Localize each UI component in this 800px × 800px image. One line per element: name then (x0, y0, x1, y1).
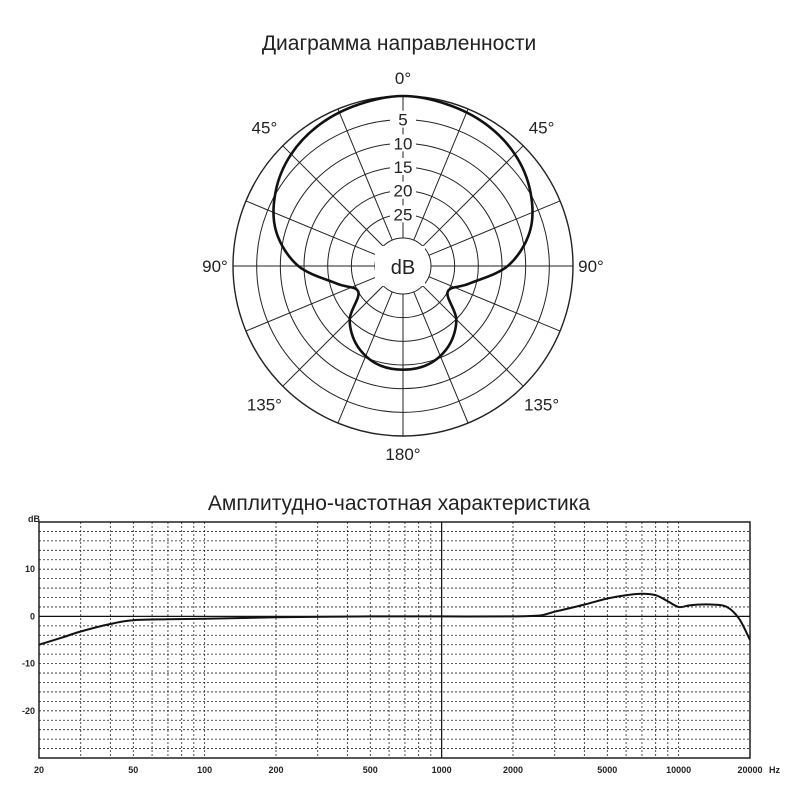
freq-xtick: 1000 (432, 765, 452, 775)
polar-pattern-line (272, 94, 534, 372)
freq-title: Амплитудно-частотная характеристика (208, 492, 590, 515)
freq-ytick: -10 (22, 659, 35, 669)
ring-label-bg (390, 110, 416, 128)
ring-label: 10 (394, 134, 413, 153)
polar-spoke (413, 291, 469, 424)
ring-label-bg (390, 205, 416, 223)
angle-label: 135° (247, 396, 282, 415)
angle-label: 90° (578, 257, 604, 276)
ring-label-bg (390, 158, 416, 175)
freq-xtick: 50 (128, 765, 138, 775)
polar-grid (232, 95, 574, 437)
polar-spoke (428, 200, 561, 256)
freq-ytick: 0 (30, 611, 35, 621)
polar-spoke (245, 200, 378, 256)
ring-label-bg (390, 134, 416, 152)
polar-spoke (413, 108, 469, 241)
angle-label: 45° (529, 118, 555, 137)
ring-label-bg (390, 181, 416, 199)
freq-response-line (38, 592, 751, 646)
freq-xtick: 2000 (503, 765, 523, 775)
polar-center-mask (375, 246, 425, 286)
freq-xtick: 10000 (666, 765, 691, 775)
polar-labels: 5 10 15 20 25 0° 45° 90° 135° 180° 135° 90° 45° (202, 69, 604, 464)
freq-xtick: 20 (34, 765, 44, 775)
ring-label: 15 (394, 158, 413, 177)
polar-spoke (428, 276, 561, 332)
freq-ylabel: dB (28, 514, 40, 524)
ring-label: 20 (394, 182, 413, 201)
freq-grid (38, 521, 751, 759)
polar-spoke (422, 145, 524, 247)
angle-label: 135° (524, 396, 559, 415)
polar-title: Диаграмма направленности (262, 32, 536, 55)
angle-label: 180° (385, 445, 420, 464)
polar-spoke (337, 291, 393, 424)
angle-label: 45° (252, 118, 278, 137)
freq-xtick: 100 (197, 765, 212, 775)
angle-label: 0° (395, 69, 411, 88)
freq-xtick: 200 (268, 765, 283, 775)
polar-center-label: dB (391, 257, 415, 279)
polar-spoke (422, 285, 524, 387)
polar-spoke (337, 108, 393, 241)
freq-xlabel: Hz (769, 765, 780, 775)
polar-spoke (245, 276, 378, 332)
angle-label: 90° (202, 257, 228, 276)
ring-label: 25 (394, 205, 413, 224)
freq-ytick: -20 (22, 706, 35, 716)
freq-frame (38, 521, 751, 759)
ring-label: 5 (398, 111, 407, 130)
polar-spoke (282, 285, 384, 387)
polar-spoke (282, 145, 384, 247)
freq-ytick: 10 (25, 564, 35, 574)
freq-xtick: 5000 (597, 765, 617, 775)
freq-xtick: 500 (363, 765, 378, 775)
freq-xtick: 20000 (737, 765, 762, 775)
